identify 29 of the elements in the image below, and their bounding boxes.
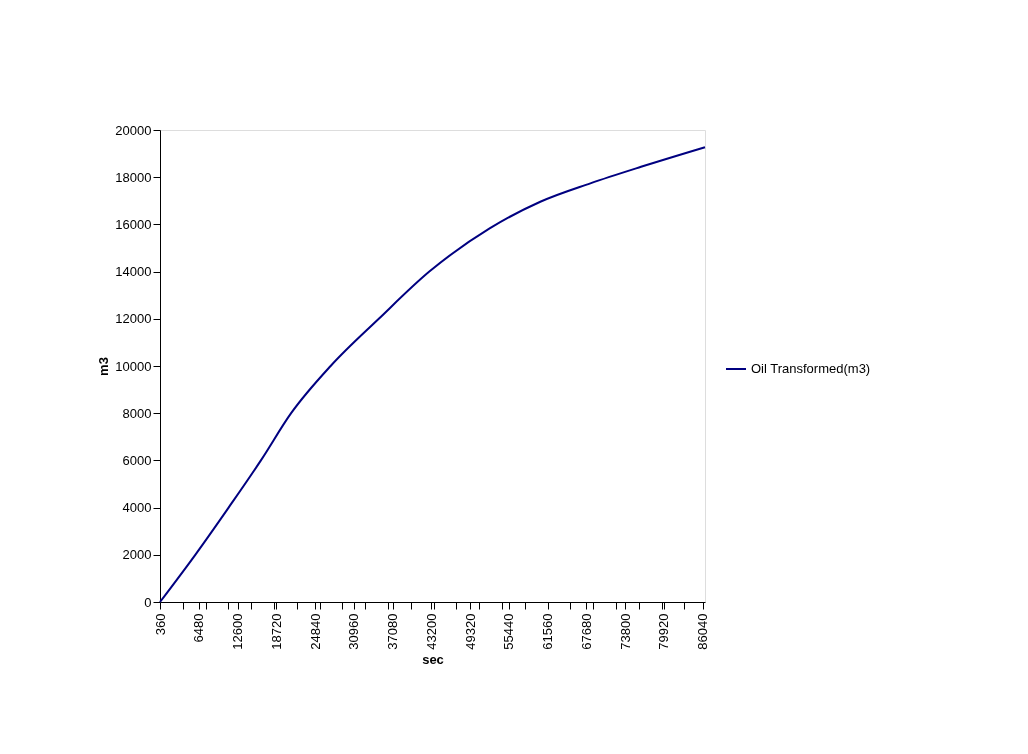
- y-tick-label: 14000: [115, 264, 152, 280]
- legend-label: Oil Transformed(m3): [751, 361, 871, 376]
- y-tick-label: 0: [144, 594, 152, 610]
- y-tick-label: 20000: [115, 122, 152, 138]
- x-tick-label: 37080: [385, 613, 401, 650]
- x-tick-label: 79920: [656, 613, 672, 650]
- y-axis-title: m3: [96, 357, 112, 376]
- x-tick-label: 61560: [540, 613, 556, 650]
- y-tick-label: 4000: [122, 500, 152, 516]
- y-tick-label: 6000: [122, 452, 152, 468]
- x-tick-label: 24840: [307, 613, 323, 650]
- x-tick-label: 73800: [617, 613, 633, 650]
- y-tick-label: 8000: [122, 405, 152, 421]
- x-tick-label: 43200: [423, 613, 439, 650]
- y-tick-label: 10000: [115, 358, 152, 374]
- x-tick-label: 55440: [501, 613, 517, 650]
- y-tick-label: 2000: [122, 547, 152, 563]
- x-tick-label: 30960: [346, 613, 362, 650]
- y-tick-label: 12000: [115, 311, 152, 327]
- x-tick-label: 6480: [191, 613, 207, 643]
- x-tick-label: 86040: [695, 613, 711, 650]
- x-tick-label: 49320: [462, 613, 478, 650]
- x-tick-label: 12600: [230, 613, 246, 650]
- x-axis-title: sec: [422, 651, 444, 667]
- x-tick-label: 18720: [268, 613, 284, 650]
- y-tick-label: 18000: [115, 169, 152, 185]
- x-tick-label: 360: [152, 613, 168, 636]
- y-tick-label: 16000: [115, 216, 152, 232]
- x-tick-label: 67680: [578, 613, 594, 650]
